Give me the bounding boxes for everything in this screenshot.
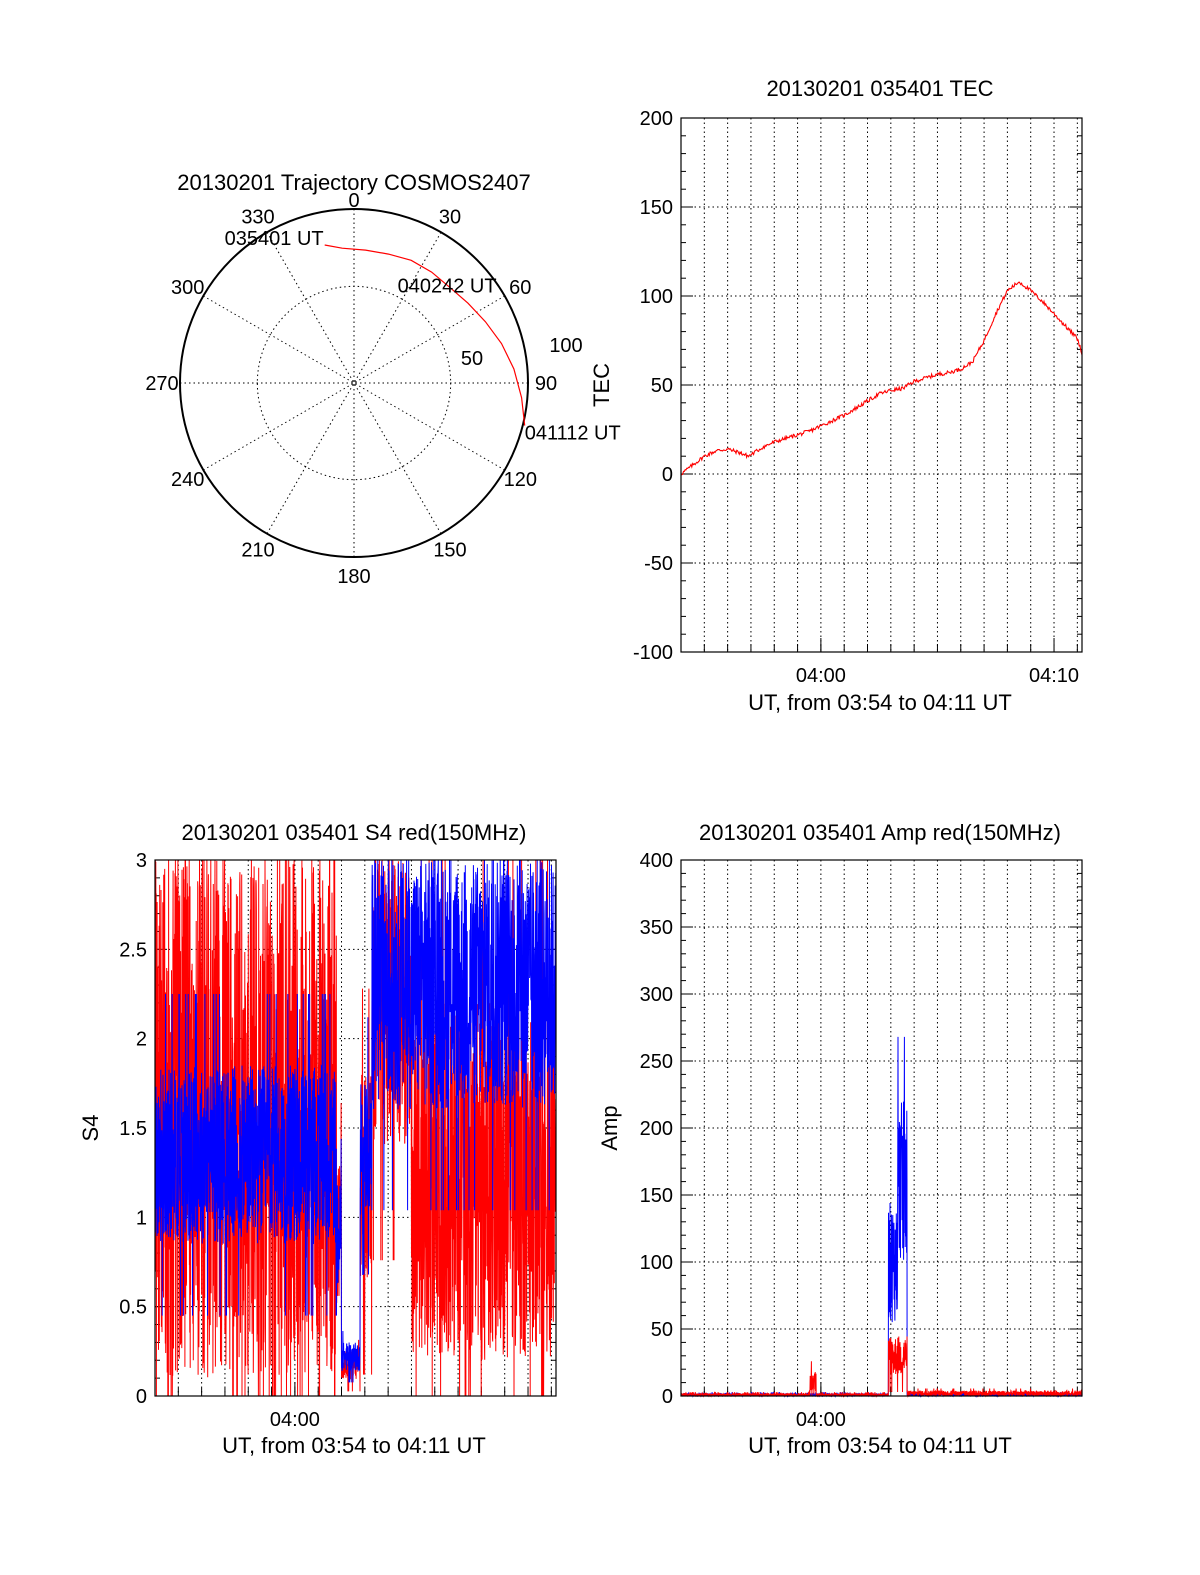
y-tick-label: 1.5 [119,1118,147,1140]
y-tick-label: 150 [640,197,673,219]
y-tick-label: 3 [136,850,147,872]
azimuth-label-330: 330 [241,207,274,229]
amp-chart: 20130201 035401 Amp red(150MHz) 0 50 100 15… [597,820,1083,1458]
tec-chart: 20130201 035401 TEC -100 -50 0 50 100 150 200 0… [589,76,1083,715]
azimuth-label-300: 300 [171,277,204,299]
s4-chart: 20130201 035401 S4 red(150MHz) 0 0.5 1 1.5 2… [78,820,557,1458]
y-tick-label: 0 [136,1386,147,1408]
trajectory-line [324,244,526,426]
amp-title: 20130201 035401 Amp red(150MHz) [699,820,1061,845]
y-tick-label: 50 [651,1319,673,1341]
s4-y-label: S4 [78,1115,103,1142]
s4-plot-frame [154,859,557,1397]
y-tick-label: 100 [640,1252,673,1274]
amp-y-label: Amp [597,1105,622,1150]
x-tick-label: 04:00 [270,1409,320,1431]
tec-y-label: TEC [589,363,614,407]
y-tick-label: -100 [633,642,673,664]
azimuth-label-30: 30 [439,207,461,229]
tec-title: 20130201 035401 TEC [766,76,993,101]
azimuth-label-150: 150 [433,539,466,561]
tec-series-line [680,281,1083,476]
polar-outer-circle [179,208,529,558]
y-tick-label: -50 [644,553,673,575]
y-tick-label: 150 [640,1185,673,1207]
amp-plot-frame [680,859,1083,1397]
y-tick-label: 0.5 [119,1297,147,1319]
amp-x-label: UT, from 03:54 to 04:11 UT [748,1433,1012,1458]
tec-plot-frame [680,117,1083,653]
polar-ring-50 [256,285,452,481]
y-tick-label: 50 [651,375,673,397]
y-tick-label: 2 [136,1029,147,1051]
azimuth-labels: 0 30 60 90 120 150 180 210 240 270 300 330 [145,190,557,588]
y-tick-label: 400 [640,850,673,872]
y-tick-label: 250 [640,1051,673,1073]
azimuth-label-240: 240 [171,469,204,491]
y-tick-label: 0 [662,464,673,486]
s4-x-label: UT, from 03:54 to 04:11 UT [222,1433,486,1458]
y-tick-label: 0 [662,1386,673,1408]
x-tick-label: 04:00 [796,1409,846,1431]
s4-blue-series [154,859,557,1383]
trajectory-time-label-0: 035401 UT [225,228,324,250]
polar-grid [180,209,528,557]
trajectory-time-label-2: 041112 UT [525,423,621,445]
radial-label-50: 50 [461,348,483,370]
x-tick-label: 04:00 [796,665,846,687]
y-tick-label: 200 [640,108,673,130]
azimuth-label-180: 180 [337,566,370,588]
y-tick-label: 1 [136,1207,147,1229]
azimuth-label-90: 90 [535,373,557,395]
y-tick-label: 100 [640,286,673,308]
trajectory-polar-chart: 20130201 Trajectory COSMOS2407 0 30 60 90 12… [145,170,620,588]
amp-red-series [680,1336,1083,1398]
amp-blue-series [680,1036,1083,1398]
s4-title: 20130201 035401 S4 red(150MHz) [182,820,527,845]
y-tick-label: 350 [640,917,673,939]
azimuth-label-120: 120 [504,469,537,491]
tec-x-label: UT, from 03:54 to 04:11 UT [748,690,1012,715]
y-tick-label: 2.5 [119,939,147,961]
y-tick-label: 300 [640,984,673,1006]
x-tick-label: 04:10 [1029,665,1079,687]
azimuth-label-60: 60 [509,277,531,299]
polar-title: 20130201 Trajectory COSMOS2407 [177,170,530,195]
trajectory: 035401 UT 040242 UT 041112 UT [225,228,621,445]
radial-label-100: 100 [549,335,582,357]
azimuth-label-270: 270 [145,373,178,395]
trajectory-time-label-1: 040242 UT [398,275,497,297]
azimuth-label-210: 210 [241,539,274,561]
azimuth-label-0: 0 [348,190,359,212]
y-tick-label: 200 [640,1118,673,1140]
